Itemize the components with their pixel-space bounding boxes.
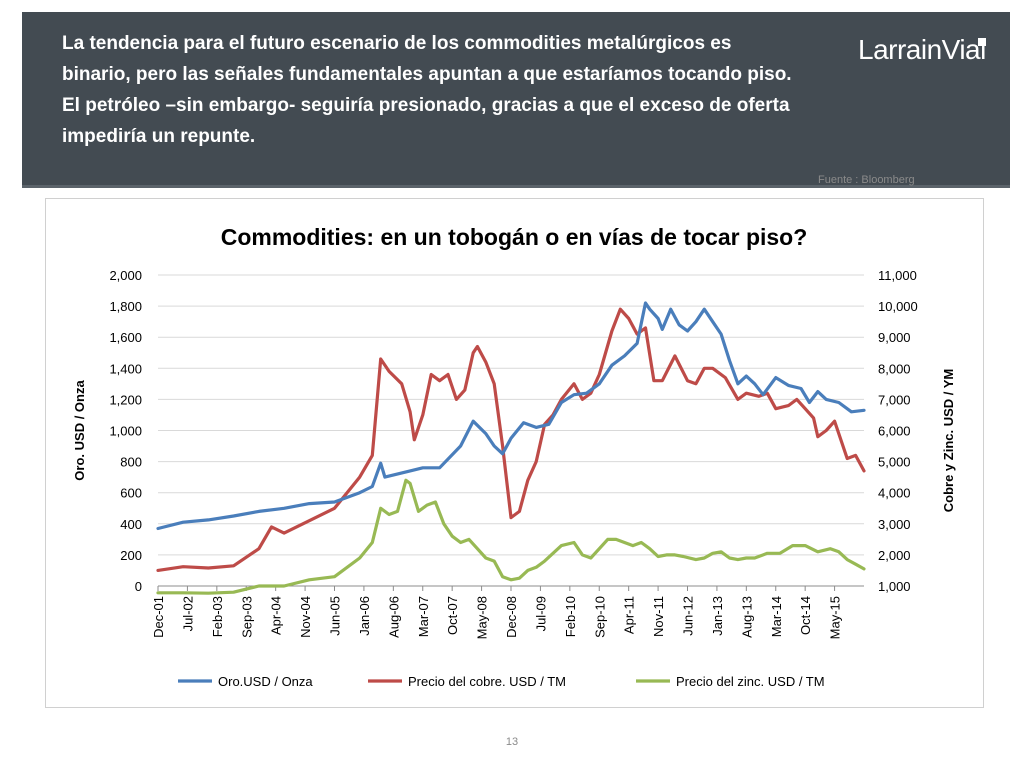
- header-band: [22, 12, 1010, 188]
- legend-label: Precio del zinc. USD / TM: [676, 674, 825, 689]
- x-tick-label: Dec-01: [151, 596, 166, 638]
- right-axis-ticks: 1,000 2,000 3,000 4,000 5,000 6,000 7,000 8,000…: [878, 268, 918, 594]
- source-note: Fuente : Bloomberg: [818, 174, 915, 186]
- x-tick-label: Oct-07: [445, 596, 460, 635]
- gridlines: [158, 274, 864, 587]
- left-tick-label: 1,600: [109, 330, 142, 345]
- commodities-chart: Commodities: en un tobogán o en vías de …: [72, 224, 956, 689]
- series-line-zinc: [156, 478, 866, 595]
- x-tick-label: May-08: [475, 596, 490, 639]
- right-tick-label: 6,000: [878, 424, 911, 439]
- chart-title: Commodities: en un tobogán o en vías de …: [221, 224, 808, 250]
- left-tick-label: 1,200: [109, 392, 142, 407]
- series-line-oro: [156, 301, 866, 531]
- x-tick-label: Sep-10: [592, 596, 607, 638]
- left-tick-label: 200: [120, 548, 142, 563]
- right-tick-label: 10,000: [878, 299, 918, 314]
- x-tick-label: Jul-09: [533, 596, 548, 631]
- x-tick-label: Sep-03: [239, 596, 254, 638]
- x-tick-label: Aug-13: [739, 596, 754, 638]
- x-tick-label: Nov-04: [298, 596, 313, 638]
- y2-axis-label: Cobre y Zinc. USD / YM: [941, 369, 956, 513]
- x-tick-label: Apr-11: [622, 596, 637, 634]
- x-tick-label: Aug-06: [386, 596, 401, 638]
- x-tick-label: Oct-14: [798, 596, 813, 635]
- right-tick-label: 9,000: [878, 330, 911, 345]
- right-tick-label: 5,000: [878, 455, 911, 470]
- x-tick-label: Jan-06: [357, 596, 372, 636]
- x-tick-label: Jun-05: [328, 596, 343, 636]
- legend-label: Precio del cobre. USD / TM: [408, 674, 566, 689]
- right-tick-label: 8,000: [878, 361, 911, 376]
- y-axis-label: Oro. USD / Onza: [72, 380, 87, 481]
- x-tick-label: Dec-08: [504, 596, 519, 638]
- series-layer: [156, 301, 866, 595]
- left-tick-label: 600: [120, 486, 142, 501]
- x-tick-label: Jan-13: [710, 596, 725, 636]
- slide-headline: La tendencia para el futuro escenario de…: [62, 33, 792, 147]
- right-tick-label: 3,000: [878, 517, 911, 532]
- right-tick-label: 11,000: [878, 268, 917, 283]
- x-tick-label: Mar-07: [416, 596, 431, 637]
- x-tick-label: Jun-12: [681, 596, 696, 636]
- brand-logo-square: [978, 38, 986, 46]
- x-axis-ticks: Dec-01 Jul-02 Feb-03 Sep-03 Apr-04 Nov-04 Jun-…: [151, 586, 843, 639]
- x-tick-label: Nov-11: [651, 596, 666, 637]
- chart-frame: Commodities: en un tobogán o en vías de …: [45, 198, 984, 708]
- left-tick-label: 1,800: [109, 299, 142, 314]
- left-tick-label: 1,000: [109, 424, 142, 439]
- legend-label: Oro.USD / Onza: [218, 674, 313, 689]
- x-tick-label: May-15: [828, 596, 843, 639]
- right-tick-label: 4,000: [878, 486, 911, 501]
- left-tick-label: 400: [120, 517, 142, 532]
- left-tick-label: 800: [120, 455, 142, 470]
- x-tick-label: Mar-14: [769, 596, 784, 637]
- x-tick-label: Feb-03: [210, 596, 225, 637]
- left-tick-label: 2,000: [109, 268, 142, 283]
- left-axis-ticks: 0 200 400 600 800 1,000 1,200 1,400 1,600 1,800 2,…: [109, 268, 142, 594]
- right-tick-label: 2,000: [878, 548, 911, 563]
- left-tick-label: 1,400: [109, 361, 142, 376]
- x-tick-label: Apr-04: [269, 596, 284, 635]
- chart-legend: Oro.USD / Onza Precio del cobre. USD / TM…: [178, 674, 825, 689]
- header-shadow: [22, 185, 1010, 188]
- x-tick-label: Jul-02: [180, 596, 195, 631]
- axis-labels: Oro. USD / Onza Cobre y Zinc. USD / YM: [72, 369, 956, 513]
- brand-logo: LarrainVial: [858, 34, 986, 65]
- right-tick-label: 7,000: [878, 392, 911, 407]
- right-tick-label: 1,000: [878, 579, 911, 594]
- x-tick-label: Feb-10: [563, 596, 578, 637]
- page-number: 13: [505, 736, 519, 748]
- left-tick-label: 0: [135, 579, 142, 594]
